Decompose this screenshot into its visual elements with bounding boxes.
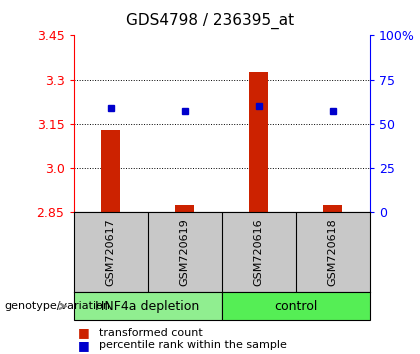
Text: ■: ■ bbox=[78, 326, 89, 339]
Text: GSM720619: GSM720619 bbox=[179, 218, 189, 286]
Text: ■: ■ bbox=[78, 339, 89, 352]
Bar bbox=[74, 292, 222, 320]
Text: genotype/variation: genotype/variation bbox=[4, 301, 110, 311]
Bar bbox=[323, 205, 342, 212]
Text: transformed count: transformed count bbox=[99, 328, 202, 338]
Text: GDS4798 / 236395_at: GDS4798 / 236395_at bbox=[126, 12, 294, 29]
Text: control: control bbox=[274, 300, 317, 313]
Bar bbox=[101, 130, 120, 212]
Text: percentile rank within the sample: percentile rank within the sample bbox=[99, 340, 286, 350]
Text: GSM720617: GSM720617 bbox=[105, 218, 116, 286]
Bar bbox=[175, 205, 194, 212]
Text: HNF4a depletion: HNF4a depletion bbox=[95, 300, 200, 313]
Text: GSM720616: GSM720616 bbox=[254, 218, 264, 286]
Bar bbox=[249, 72, 268, 212]
Text: GSM720618: GSM720618 bbox=[328, 218, 338, 286]
Bar bbox=[222, 292, 370, 320]
